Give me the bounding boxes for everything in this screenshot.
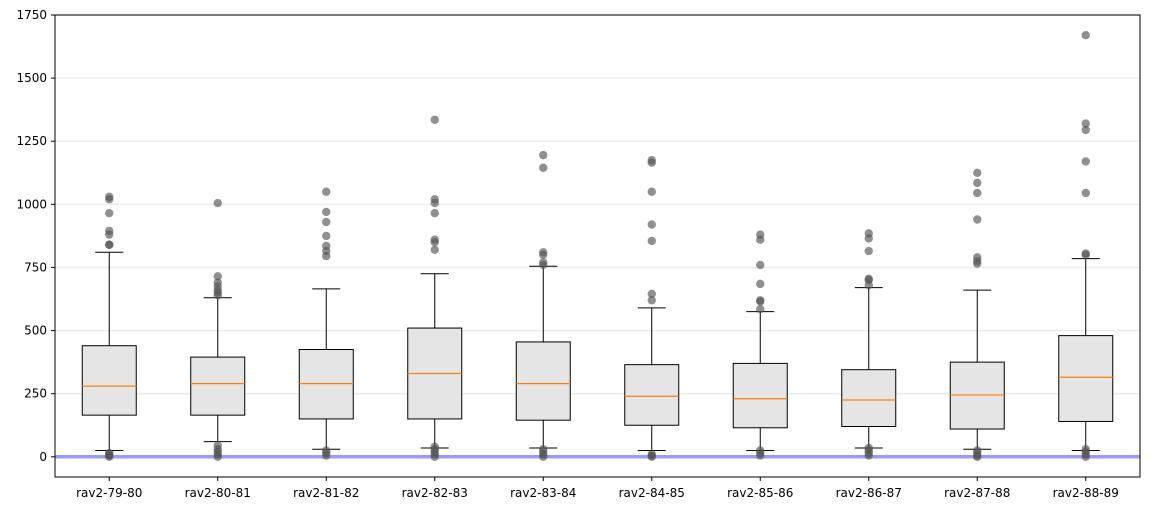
y-tick-label: 1000 xyxy=(16,197,47,211)
x-tick-label: rav2-86-87 xyxy=(836,486,902,500)
outlier-point xyxy=(213,198,222,208)
outlier-point xyxy=(1081,30,1090,40)
x-tick-label: rav2-80-81 xyxy=(185,486,251,500)
outlier-point xyxy=(864,229,873,238)
outlier-point xyxy=(430,115,439,124)
iqr-box xyxy=(81,345,137,416)
x-tick-label: rav2-82-83 xyxy=(402,486,468,500)
y-tick-label: 250 xyxy=(24,387,47,401)
outlier-point xyxy=(756,304,765,314)
outlier-point xyxy=(322,207,331,217)
x-tick-label: rav2-84-85 xyxy=(619,486,685,500)
box-rav2-82-83 xyxy=(407,273,463,449)
outlier-point xyxy=(864,246,873,256)
box-rav2-83-84 xyxy=(515,265,571,449)
y-tick-label: 1500 xyxy=(16,71,47,85)
y-tick-label: 500 xyxy=(24,324,47,338)
iqr-box xyxy=(841,369,897,428)
outlier-point xyxy=(430,442,439,451)
outlier-point xyxy=(105,192,114,201)
outlier-point xyxy=(973,215,982,224)
box-rav2-79-80 xyxy=(81,251,137,451)
outlier-point xyxy=(430,195,439,204)
iqr-box xyxy=(515,341,571,421)
outlier-point xyxy=(539,150,548,160)
outlier-point xyxy=(322,241,331,251)
y-tick-label: 1250 xyxy=(16,134,47,148)
outlier-point xyxy=(322,446,331,455)
x-tick-label: rav2-85-86 xyxy=(727,486,793,500)
x-tick-label: rav2-81-82 xyxy=(293,486,359,500)
outlier-point xyxy=(213,441,222,450)
outliers-layer xyxy=(105,30,1090,462)
outlier-point xyxy=(539,445,548,454)
y-tick-label: 750 xyxy=(24,260,47,274)
box-rav2-88-89 xyxy=(1058,258,1114,451)
box-rav2-87-88 xyxy=(949,289,1005,450)
outlier-point xyxy=(430,208,439,218)
outlier-point xyxy=(1081,119,1090,128)
outlier-point xyxy=(430,245,439,254)
box-rav2-84-85 xyxy=(624,307,680,451)
outlier-point xyxy=(105,448,114,458)
outlier-point xyxy=(647,296,656,305)
outlier-point xyxy=(539,258,548,267)
iqr-box xyxy=(624,364,680,426)
outlier-point xyxy=(756,279,765,289)
outlier-point xyxy=(756,446,765,455)
outlier-point xyxy=(322,187,331,196)
outlier-point xyxy=(973,188,982,198)
outlier-point xyxy=(1081,188,1090,198)
outlier-point xyxy=(864,274,873,284)
outlier-point xyxy=(647,187,656,196)
y-tick-label: 1750 xyxy=(16,8,47,22)
y-axis-ticks: 0 250 500 750 1000 1250 1500 1750 xyxy=(16,8,55,464)
box-rav2-86-87 xyxy=(841,287,897,449)
y-tick-label: 0 xyxy=(39,450,47,464)
outlier-point xyxy=(647,289,656,299)
outlier-point xyxy=(213,278,222,287)
x-tick-label: rav2-83-84 xyxy=(510,486,576,500)
outlier-point xyxy=(973,253,982,262)
outlier-point xyxy=(1081,125,1090,135)
outlier-point xyxy=(105,240,114,249)
iqr-box xyxy=(298,349,354,420)
outlier-point xyxy=(756,230,765,239)
outlier-point xyxy=(322,231,331,241)
x-tick-label: rav2-87-88 xyxy=(944,486,1010,500)
outlier-point xyxy=(647,450,656,459)
outlier-point xyxy=(1081,445,1090,454)
outlier-point xyxy=(864,443,873,453)
box-rav2-80-81 xyxy=(190,297,246,443)
box-rav2-81-82 xyxy=(298,288,354,450)
outlier-point xyxy=(647,220,656,229)
outlier-point xyxy=(105,226,114,236)
box-rav2-85-86 xyxy=(732,311,788,451)
x-axis-ticks: rav2-79-80 rav2-80-81 rav2-81-82 rav2-82-83… xyxy=(76,477,1119,500)
outlier-point xyxy=(1081,249,1090,258)
outlier-point xyxy=(756,260,765,270)
outlier-point xyxy=(973,168,982,177)
outlier-point xyxy=(973,178,982,188)
outlier-point xyxy=(539,248,548,257)
iqr-box xyxy=(1058,335,1114,422)
iqr-box xyxy=(949,361,1005,430)
outlier-point xyxy=(213,272,222,281)
x-tick-label: rav2-79-80 xyxy=(76,486,142,500)
x-tick-label: rav2-88-89 xyxy=(1053,486,1119,500)
outlier-point xyxy=(1081,157,1090,166)
outlier-point xyxy=(105,208,114,218)
outlier-point xyxy=(539,163,548,172)
outlier-point xyxy=(973,446,982,455)
outlier-point xyxy=(756,296,765,305)
outlier-point xyxy=(647,236,656,246)
plot-frame xyxy=(54,14,1141,478)
outlier-point xyxy=(322,217,331,227)
iqr-box xyxy=(732,362,788,429)
outlier-point xyxy=(647,155,656,165)
boxes-layer xyxy=(81,251,1114,451)
iqr-box xyxy=(190,356,246,416)
outlier-point xyxy=(430,235,439,244)
